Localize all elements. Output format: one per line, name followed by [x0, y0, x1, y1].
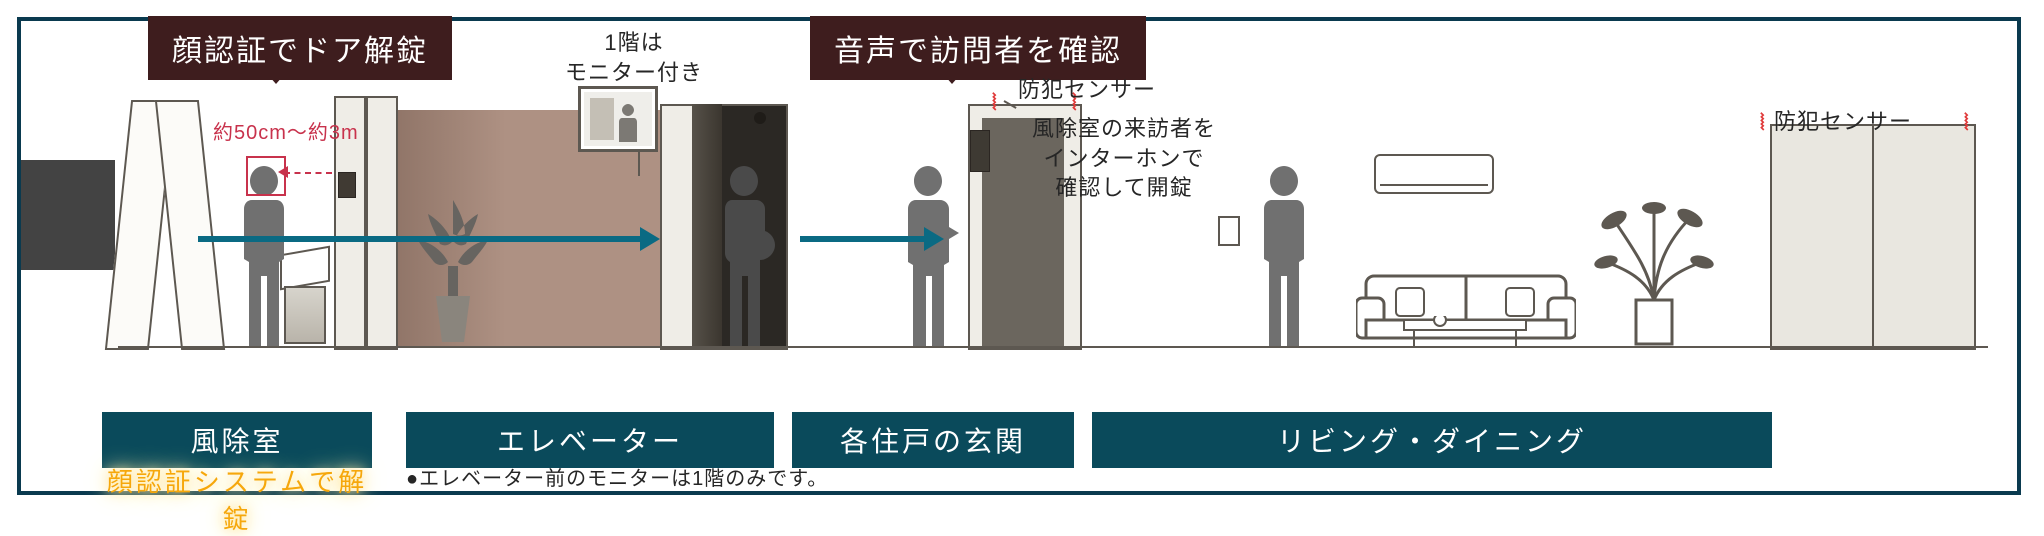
face-recognition-panel	[338, 172, 356, 198]
ac-louver	[1380, 184, 1488, 186]
face-dashed-arrow-head	[278, 166, 288, 178]
person-silhouette-living	[1254, 166, 1314, 346]
plant-living	[1594, 200, 1714, 350]
interphone-label-line3: 確認して開錠	[1055, 175, 1192, 200]
wall-interphone	[1218, 216, 1240, 246]
patio-door-right	[1872, 124, 1976, 350]
distance-label: 約50cm〜約3m	[213, 116, 359, 145]
callout-voice-triangle	[938, 68, 966, 84]
flow-arrow-2	[800, 236, 924, 242]
zone-bar-vestibule: 風除室	[102, 412, 372, 468]
person-silhouette-elevator	[716, 166, 778, 346]
zone-bar-elevator: エレベーター	[406, 412, 774, 468]
floor-line	[118, 346, 1988, 348]
monitor-thumbnail	[584, 92, 652, 146]
coffee-table	[1400, 316, 1530, 350]
plant-hallway	[408, 200, 498, 346]
elevator-camera-icon	[754, 112, 766, 124]
monitor-label-line1: 1階は	[604, 30, 663, 55]
glow-face-recognition-label: 顔認証システムで解錠	[102, 462, 372, 536]
face-dashed-arrow	[284, 172, 332, 174]
air-conditioner	[1374, 154, 1494, 194]
callout-face-triangle	[262, 68, 290, 84]
zone-bar-unit-entrance: 各住戸の玄関	[792, 412, 1074, 468]
sensor-label-1: 防犯センサー	[1018, 72, 1156, 104]
sensor-label-2: 防犯センサー	[1774, 104, 1912, 136]
interphone-label-line2: インターホンで	[1044, 146, 1205, 171]
flow-arrow-1	[198, 236, 640, 242]
sensor-mark-2-left: ⦚	[1760, 112, 1765, 137]
callout-voice-confirm: 音声で訪問者を確認	[810, 16, 1146, 80]
interphone-panel	[970, 130, 990, 172]
monitor-label: 1階は モニター付き	[565, 28, 703, 87]
sensor-mark-1-left: ⦚	[992, 92, 997, 117]
interphone-label-line1: 風除室の来訪者を	[1032, 116, 1216, 141]
footnote-elevator-monitor: ●エレベーター前のモニターは1階のみです。	[406, 462, 828, 491]
person-silhouette-unitdoor	[896, 166, 960, 346]
vestibule-autodoor-right	[366, 96, 398, 350]
elevator-left-wall	[660, 104, 694, 350]
sensor-mark-2-right: ⦚	[1964, 112, 1969, 137]
flow-arrow-2-head	[924, 227, 944, 251]
monitor-leader-line	[638, 152, 640, 176]
zone-bar-living-dining: リビング・ダイニング	[1092, 412, 1772, 468]
monitor-label-line2: モニター付き	[565, 60, 703, 85]
patio-door-left	[1770, 124, 1874, 350]
callout-face-recognition: 顔認証でドア解錠	[148, 16, 452, 80]
interphone-label: 風除室の来訪者を インターホンで 確認して開錠	[1032, 114, 1216, 203]
exterior-dark-band	[21, 160, 115, 270]
flow-arrow-1-head	[640, 227, 660, 251]
